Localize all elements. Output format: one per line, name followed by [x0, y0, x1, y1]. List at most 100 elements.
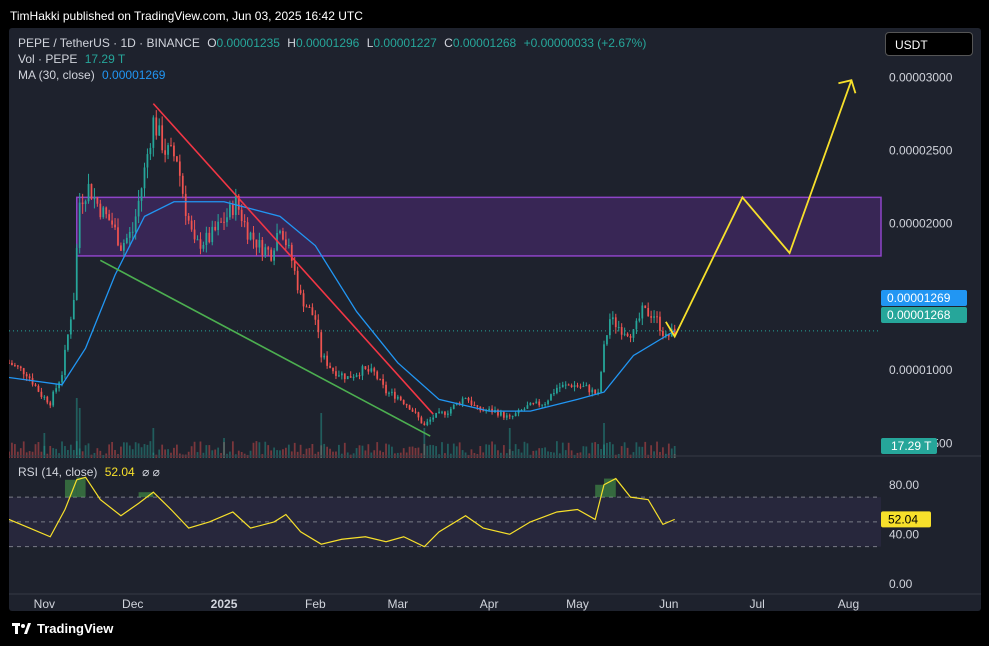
volume-bar [479, 446, 482, 458]
candle-body [128, 231, 131, 238]
volume-bar [423, 443, 426, 458]
candle-body [58, 382, 60, 389]
candle-body [664, 333, 667, 336]
candle-body [75, 247, 78, 301]
candle-body [9, 362, 10, 364]
candle-body [199, 239, 202, 249]
price-tick-label: 0.00001000 [889, 363, 953, 377]
candle-body [423, 423, 426, 426]
candle-body [382, 378, 384, 385]
candle-body [553, 393, 555, 395]
candle-body [55, 388, 58, 392]
volume-bar [452, 443, 455, 458]
volume-spike [603, 423, 605, 458]
volume-bar [249, 450, 252, 458]
rsi-overbought-fill [138, 492, 154, 498]
candle-body [125, 237, 128, 244]
volume-bar [494, 444, 496, 458]
candle-body [137, 200, 140, 217]
tradingview-logo-icon [12, 622, 31, 634]
volume-bar [500, 452, 502, 458]
candle-body [14, 365, 16, 367]
rsi-overbought-fill [604, 478, 616, 498]
volume-bar [414, 447, 417, 458]
volume-bar [582, 446, 585, 458]
candle-body [426, 421, 429, 426]
volume-spike [223, 438, 225, 458]
volume-bar [252, 442, 255, 458]
volume-bar [326, 446, 329, 458]
volume-bar [22, 441, 25, 458]
volume-bar [279, 450, 281, 458]
legend-rsi-label[interactable]: RSI (14, close) [18, 465, 98, 479]
candle-body [656, 316, 658, 318]
volume-bar [385, 443, 387, 458]
volume-bar [606, 442, 608, 458]
tradingview-logo[interactable]: TradingView [12, 621, 113, 636]
volume-bar [87, 443, 90, 458]
candle-body [606, 335, 608, 345]
candle-body [99, 203, 102, 218]
legend-change: +0.00000033 (+2.67%) [523, 36, 647, 50]
volume-bar [276, 450, 278, 458]
volume-bar [346, 452, 349, 458]
volume-bar [455, 446, 458, 458]
volume-bar [429, 444, 432, 458]
candle-body [573, 385, 576, 387]
volume-bar [187, 451, 190, 458]
candle-body [594, 389, 597, 394]
candle-body [43, 396, 46, 398]
candle-body [140, 188, 143, 201]
candle-body [293, 260, 296, 271]
currency-button[interactable]: USDT [885, 32, 973, 56]
legend-rsi-value: 52.04 [104, 465, 135, 479]
candle-body [635, 320, 638, 330]
candle-body [184, 193, 187, 216]
volume-bar [379, 450, 382, 458]
volume-bar [653, 451, 655, 458]
volume-bar [125, 442, 128, 458]
candle-body [190, 220, 193, 230]
legend-symbol[interactable]: PEPE / TetherUS · 1D · BINANCE [18, 36, 200, 50]
candle-body [226, 217, 228, 223]
candle-body [482, 410, 485, 412]
volume-spike [75, 398, 78, 458]
volume-bar [532, 450, 535, 458]
legend-rsi-icons[interactable]: ⌀ ⌀ [142, 465, 160, 479]
candle-body [470, 400, 473, 405]
volume-bar [426, 445, 429, 458]
volume-bar [143, 444, 146, 458]
legend-ma-label[interactable]: MA (30, close) [18, 68, 95, 82]
candle-body [335, 371, 337, 376]
volume-bar [567, 442, 570, 458]
chart-panel[interactable]: 0.000030000.000025000.000020000.00001500… [9, 28, 981, 611]
candle-body [367, 369, 370, 372]
volume-bar [273, 447, 275, 458]
volume-bar [170, 452, 172, 458]
volume-spike [320, 413, 323, 458]
volume-bar [208, 445, 211, 458]
volume-bar [564, 450, 567, 458]
candle-body [673, 328, 676, 335]
volume-bar [644, 441, 647, 458]
candle-body [111, 220, 113, 225]
candle-body [338, 375, 340, 377]
volume-bar [662, 447, 664, 458]
legend-volume-label[interactable]: Vol · PEPE [18, 52, 78, 66]
chart-svg[interactable]: 0.000030000.000025000.000020000.00001500… [9, 28, 981, 611]
candle-body [373, 368, 376, 372]
ma-line [9, 201, 676, 412]
candle-body [349, 376, 352, 378]
volume-bar [402, 448, 405, 458]
legend-ohlc: PEPE / TetherUS · 1D · BINANCE O0.000012… [18, 36, 646, 50]
legend-high-label: H [287, 36, 296, 50]
volume-spike [673, 446, 676, 458]
candle-body [346, 376, 349, 380]
candle-body [305, 306, 308, 308]
candle-body [164, 150, 166, 155]
time-tick-label: Nov [34, 597, 55, 611]
volume-bar [231, 441, 234, 458]
candle-body [37, 385, 40, 392]
volume-bar [258, 442, 261, 458]
candle-body [34, 384, 37, 386]
